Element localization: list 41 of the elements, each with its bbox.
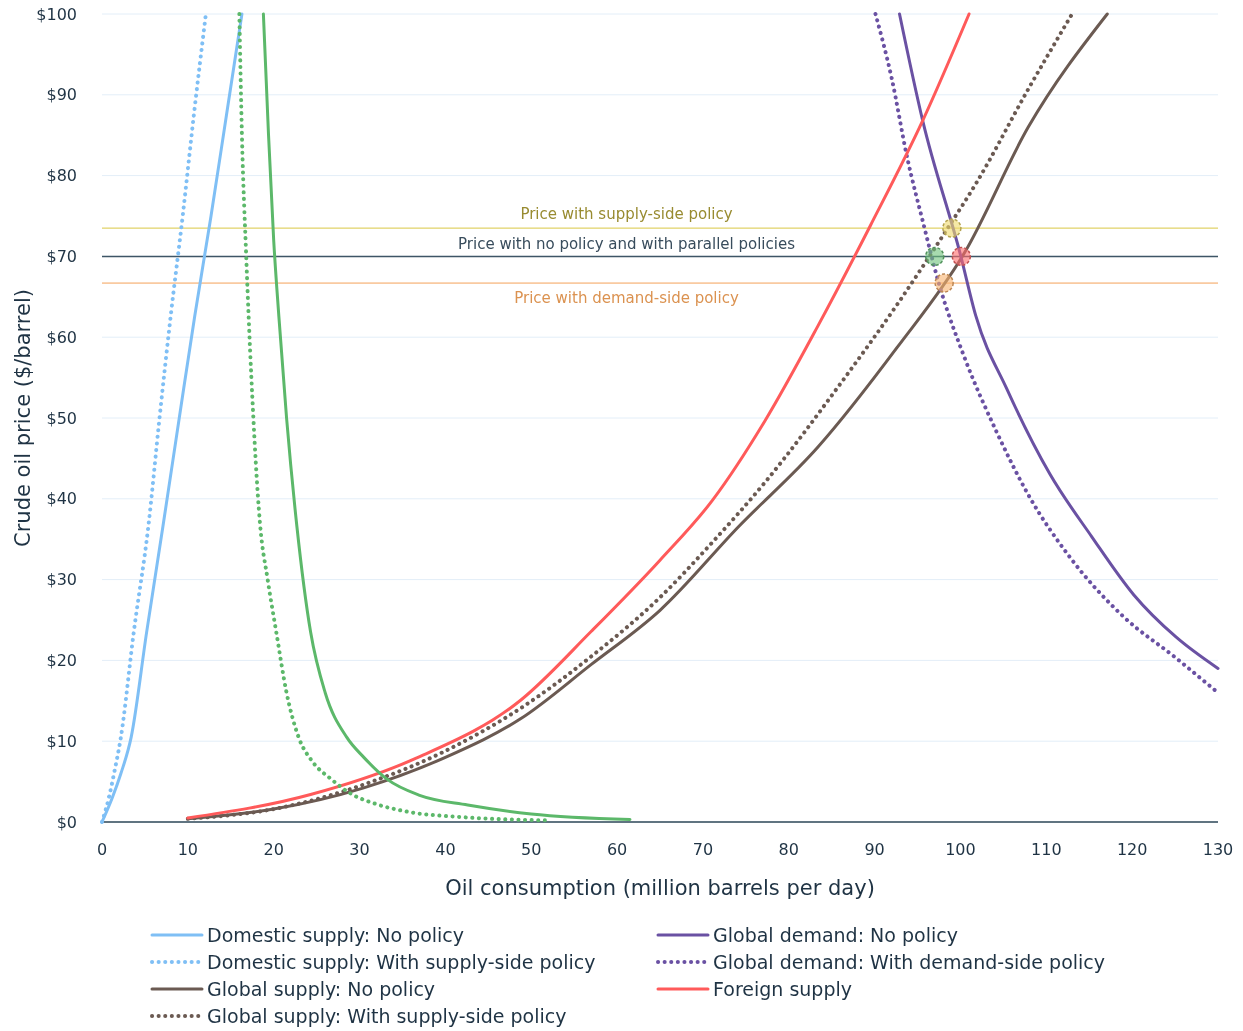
y-tick-label: $90: [46, 85, 77, 105]
point: [934, 273, 954, 293]
x-tick-label: 90: [864, 840, 885, 859]
y-tick-label: $60: [46, 327, 77, 347]
point: [951, 246, 972, 267]
legend-label: Global supply: No policy: [207, 977, 436, 1000]
y-tick-label: $0: [56, 812, 77, 832]
x-tick-label: 100: [945, 840, 976, 859]
y-tick-label: $50: [46, 408, 77, 428]
legend-label: Global demand: With demand-side policy: [713, 950, 1106, 973]
y-tick-label: $30: [46, 570, 77, 590]
legend-label: Global demand: No policy: [713, 923, 958, 946]
x-tick-label: 80: [778, 840, 799, 859]
legend-label: Domestic supply: With supply-side policy: [207, 950, 596, 973]
x-tick-label: 0: [96, 840, 108, 859]
x-tick-label: 30: [349, 840, 370, 859]
x-tick-label: 70: [692, 840, 714, 859]
y-tick-label: $100: [36, 4, 77, 24]
x-tick-label: 130: [1202, 840, 1234, 859]
point: [942, 218, 962, 238]
y-tick-label: $40: [46, 489, 77, 509]
point: [924, 246, 945, 267]
ref-line-label: Price with supply-side policy: [520, 205, 733, 224]
x-tick-label: 40: [435, 840, 456, 859]
x-tick-label: 10: [177, 840, 199, 859]
y-axis-title: Crude oil price ($/barrel): [11, 289, 35, 547]
legend-label: Domestic supply: No policy: [207, 923, 465, 946]
legend-label: Foreign supply: [713, 977, 852, 1000]
x-tick-label: 60: [606, 840, 628, 859]
y-tick-label: $20: [46, 651, 77, 670]
x-tick-label: 50: [521, 840, 542, 859]
y-tick-label: $10: [46, 731, 77, 751]
y-tick-label: $70: [46, 247, 77, 266]
x-tick-label: 110: [1031, 840, 1062, 859]
x-axis-title: Oil consumption (million barrels per day): [445, 876, 875, 900]
x-tick-label: 20: [263, 840, 284, 859]
ref-line-label: Price with no policy and with parallel policies: [458, 235, 796, 254]
ref-line-label: Price with demand-side policy: [514, 289, 739, 308]
x-tick-label: 120: [1116, 840, 1148, 859]
y-tick-label: $80: [46, 166, 77, 186]
legend-label: Global supply: With supply-side policy: [207, 1004, 567, 1027]
